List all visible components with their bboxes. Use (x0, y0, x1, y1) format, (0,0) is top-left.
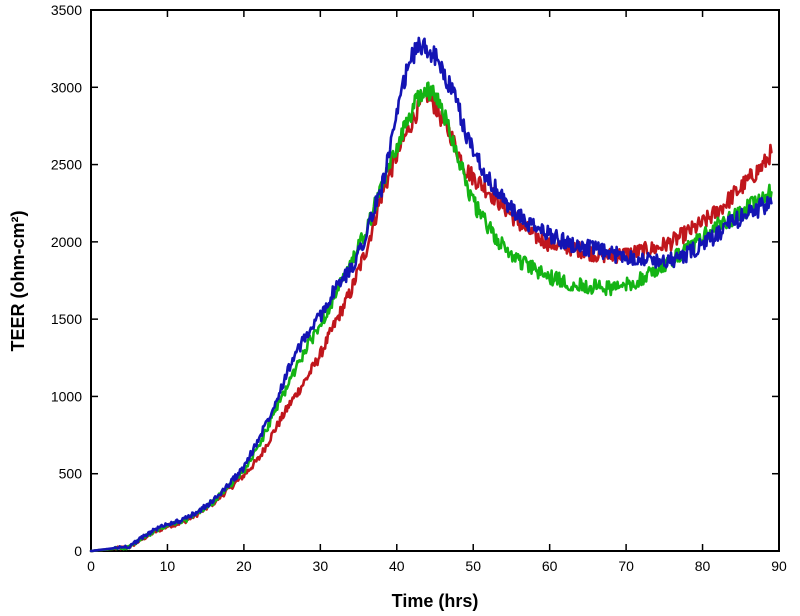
y-tick-label: 3000 (51, 79, 82, 95)
y-axis-ticks: 0 500 1000 1500 2000 2500 3000 3500 (51, 2, 779, 559)
y-tick-label: 1000 (51, 388, 82, 404)
series-line-blue (89, 36, 773, 553)
y-tick-label: 3500 (51, 2, 82, 18)
x-tick-label: 50 (465, 558, 481, 574)
x-tick-label: 90 (771, 558, 787, 574)
x-tick-label: 10 (160, 558, 176, 574)
x-axis-title: Time (hrs) (392, 591, 479, 611)
series-layer (89, 36, 773, 553)
plot-frame (90, 9, 780, 552)
x-tick-label: 60 (542, 558, 558, 574)
x-tick-label: 20 (236, 558, 252, 574)
y-tick-label: 500 (59, 466, 83, 482)
y-tick-label: 2000 (51, 234, 82, 250)
x-axis-ticks: 0 10 20 30 40 50 60 70 80 90 (87, 10, 787, 574)
x-tick-label: 30 (313, 558, 329, 574)
y-tick-label: 2500 (51, 157, 82, 173)
y-tick-label: 0 (74, 543, 82, 559)
y-axis-title: TEER (ohm-cm²) (8, 211, 28, 352)
x-tick-label: 80 (695, 558, 711, 574)
x-tick-label: 70 (618, 558, 634, 574)
x-tick-label: 0 (87, 558, 95, 574)
y-tick-label: 1500 (51, 311, 82, 327)
x-tick-label: 40 (389, 558, 405, 574)
